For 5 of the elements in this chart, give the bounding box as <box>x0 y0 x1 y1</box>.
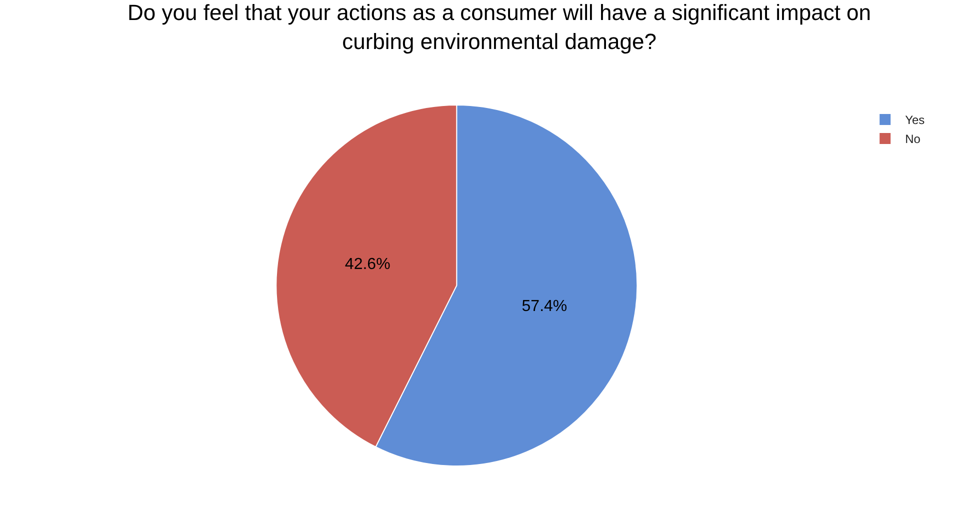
legend-label: No <box>905 132 921 146</box>
data-label: 57.4% <box>522 298 568 315</box>
chart-title: Do you feel that your actions as a consumer will have a significant impact on curbing environmental damage? <box>128 0 872 54</box>
data-label: 42.6% <box>344 256 390 273</box>
legend-label: Yes <box>905 113 925 128</box>
